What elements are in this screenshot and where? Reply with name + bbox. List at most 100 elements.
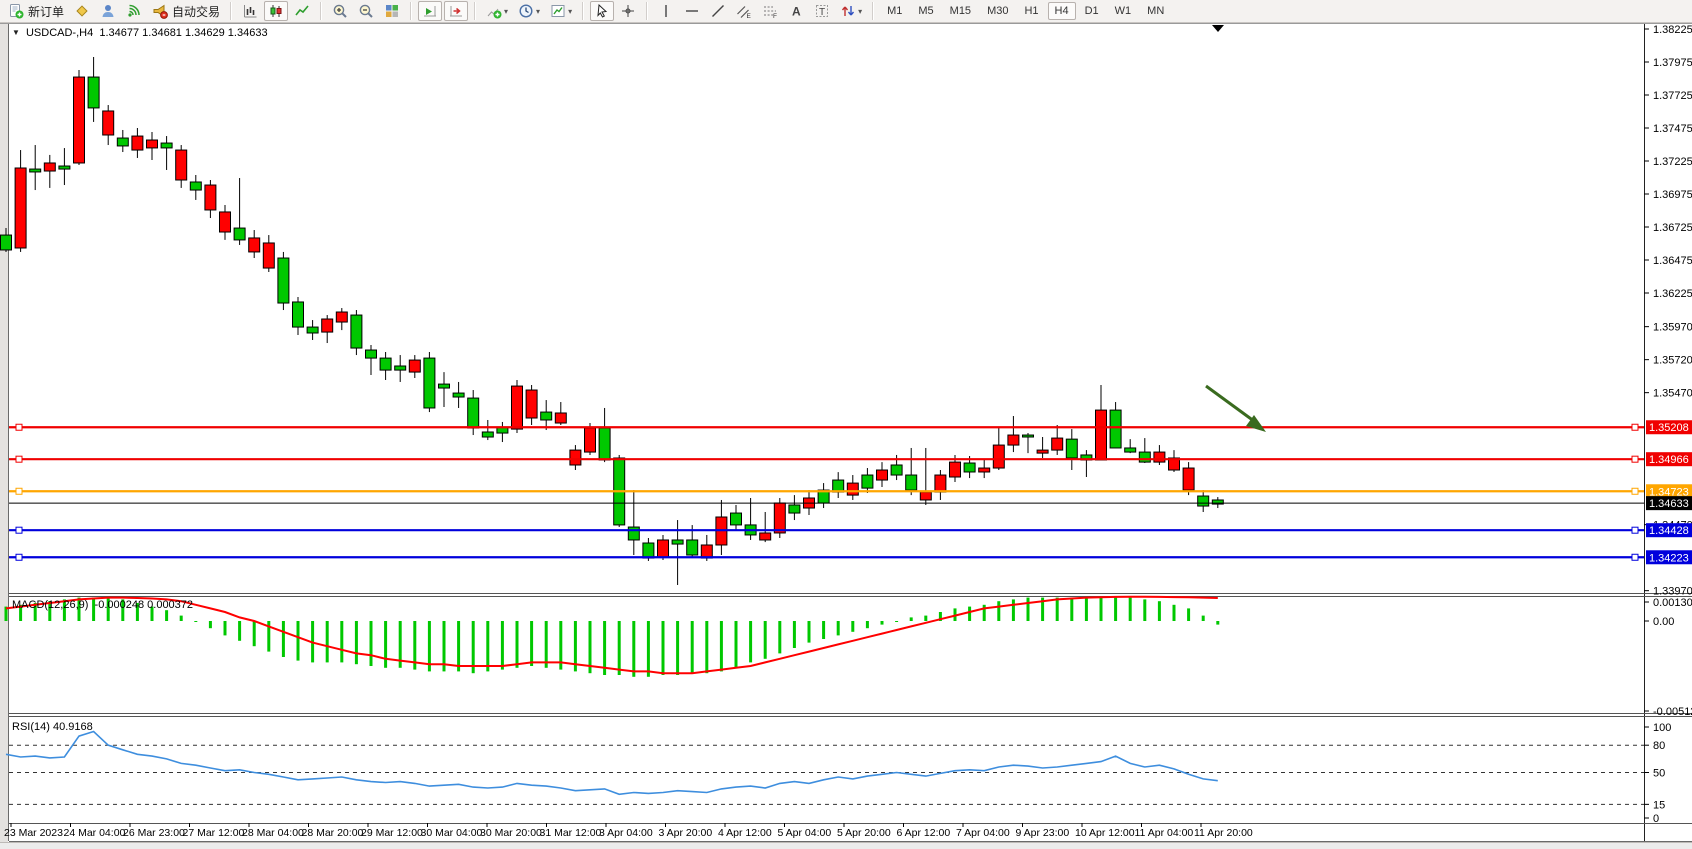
dropdown-arrow-icon[interactable]: ▾ bbox=[858, 6, 863, 16]
hline-handle[interactable] bbox=[1631, 423, 1639, 431]
macd-histogram-bar bbox=[1011, 599, 1015, 621]
indicators-button[interactable]: ▾ bbox=[482, 1, 512, 21]
time-axis-label: 24 Mar 04:00 bbox=[64, 827, 126, 839]
hline-button[interactable] bbox=[680, 1, 704, 21]
candle-chart-button[interactable] bbox=[264, 1, 289, 21]
annotation-arrow-line[interactable] bbox=[1205, 384, 1259, 426]
zoom-in-button[interactable] bbox=[328, 1, 352, 21]
candle-body bbox=[686, 539, 699, 556]
candle-body bbox=[58, 165, 71, 170]
dropdown-arrow-icon[interactable]: ▾ bbox=[504, 6, 509, 16]
candle-body bbox=[1109, 409, 1122, 449]
candle-body bbox=[262, 242, 275, 269]
arrows-button[interactable]: ▾ bbox=[836, 1, 866, 21]
rsi-title: RSI(14) 40.9168 bbox=[12, 721, 93, 733]
candle-body bbox=[963, 462, 976, 473]
hline-handle[interactable] bbox=[15, 553, 23, 561]
cursor-button[interactable] bbox=[590, 1, 615, 21]
macd-histogram-bar bbox=[924, 615, 928, 621]
trendline-button[interactable] bbox=[706, 1, 730, 21]
timeframe-m5-button[interactable]: M5 bbox=[918, 5, 934, 17]
chart-shift-button[interactable] bbox=[444, 1, 469, 21]
hline-handle[interactable] bbox=[15, 526, 23, 534]
timeframe-m30-button[interactable]: M30 bbox=[987, 5, 1009, 17]
symbol-header[interactable]: ▼ USDCAD-,H4 1.34677 1.34681 1.34629 1.3… bbox=[12, 27, 268, 39]
annotation-arrow-head[interactable] bbox=[1246, 415, 1266, 432]
candle-body bbox=[1065, 438, 1078, 459]
time-axis-label: 6 Apr 12:00 bbox=[897, 827, 951, 839]
candle-body bbox=[730, 512, 742, 526]
candle-body bbox=[233, 227, 246, 241]
candle-body bbox=[365, 349, 377, 359]
hline-handle[interactable] bbox=[15, 487, 23, 495]
dropdown-arrow-icon[interactable]: ▾ bbox=[536, 6, 541, 16]
ohlc-values: 1.34677 1.34681 1.34629 1.34633 bbox=[99, 27, 268, 39]
macd-histogram-bar bbox=[106, 597, 110, 621]
timeframe-h4-button[interactable]: H4 bbox=[1047, 2, 1076, 20]
crosshair-button[interactable] bbox=[616, 1, 640, 21]
macd-histogram-bar bbox=[398, 621, 402, 668]
macd-histogram-bar bbox=[340, 621, 344, 663]
macd-histogram-bar bbox=[1143, 599, 1147, 621]
hline-handle[interactable] bbox=[15, 455, 23, 463]
timeframe-w1-button[interactable]: W1 bbox=[1114, 5, 1132, 17]
auto-scroll-button[interactable] bbox=[418, 1, 443, 21]
collapse-icon[interactable]: ▼ bbox=[12, 28, 20, 37]
hline-handle[interactable] bbox=[1631, 526, 1639, 534]
candle-body bbox=[102, 110, 115, 136]
zoom-out-button[interactable] bbox=[354, 1, 378, 21]
candle-body bbox=[1153, 451, 1166, 463]
price-axis-label: 1.37475 bbox=[1653, 123, 1692, 135]
channel-button[interactable]: E bbox=[732, 1, 756, 21]
macd-histogram-bar bbox=[457, 621, 461, 672]
timeframe-d1-button[interactable]: D1 bbox=[1084, 5, 1099, 17]
macd-histogram-bar bbox=[194, 621, 198, 622]
macd-histogram-bar bbox=[938, 612, 942, 621]
time-axis-label: 7 Apr 04:00 bbox=[956, 827, 1010, 839]
label-button[interactable]: T bbox=[810, 1, 834, 21]
hline-handle[interactable] bbox=[1631, 553, 1639, 561]
candle-body bbox=[978, 467, 991, 473]
macd-histogram-bar bbox=[676, 621, 680, 675]
templates-button[interactable]: ▾ bbox=[546, 1, 576, 21]
fibonacci-button[interactable]: F bbox=[758, 1, 782, 21]
chart-shift-icon bbox=[448, 3, 464, 19]
community-button[interactable] bbox=[96, 1, 120, 21]
text-button[interactable]: A bbox=[784, 1, 808, 21]
periods-button[interactable]: ▾ bbox=[514, 1, 544, 21]
market-watch-button[interactable] bbox=[70, 1, 94, 21]
auto-trading-button[interactable]: 自动交易 bbox=[148, 1, 224, 21]
time-axis-label: 29 Mar 12:00 bbox=[361, 827, 423, 839]
svg-text:E: E bbox=[747, 13, 752, 19]
hline-handle[interactable] bbox=[15, 423, 23, 431]
candle-body bbox=[949, 461, 961, 478]
tile-windows-button[interactable] bbox=[380, 1, 404, 21]
chart-window-background bbox=[0, 23, 1692, 842]
svg-text:T: T bbox=[819, 7, 825, 18]
dropdown-arrow-icon[interactable]: ▾ bbox=[568, 6, 573, 16]
hline-handle[interactable] bbox=[1631, 455, 1639, 463]
timeframe-h1-button[interactable]: H1 bbox=[1024, 5, 1039, 17]
timeframe-m15-button[interactable]: M15 bbox=[949, 5, 972, 17]
macd-histogram-bar bbox=[150, 606, 154, 621]
rsi-line bbox=[5, 730, 1218, 796]
candle-body bbox=[657, 539, 669, 558]
chart-shift-marker[interactable] bbox=[1212, 25, 1224, 32]
bar-chart-button[interactable] bbox=[238, 1, 262, 21]
hline-handle[interactable] bbox=[1631, 487, 1639, 495]
timeframe-mn-button[interactable]: MN bbox=[1147, 5, 1165, 17]
candle-body bbox=[1168, 457, 1180, 471]
candle-body bbox=[277, 257, 290, 304]
candle-body bbox=[14, 167, 27, 249]
candle-body bbox=[1036, 449, 1049, 454]
new-order-button[interactable]: 新订单 bbox=[4, 1, 68, 21]
line-chart-button[interactable] bbox=[290, 1, 314, 21]
signals-button[interactable] bbox=[122, 1, 146, 21]
timeframe-m1-button[interactable]: M1 bbox=[887, 5, 903, 17]
vline-button[interactable] bbox=[654, 1, 678, 21]
macd-histogram-bar bbox=[646, 621, 650, 677]
price-tag-label: 1.35208 bbox=[1649, 422, 1689, 434]
auto-scroll-icon bbox=[422, 3, 438, 19]
candle-body bbox=[876, 469, 888, 481]
